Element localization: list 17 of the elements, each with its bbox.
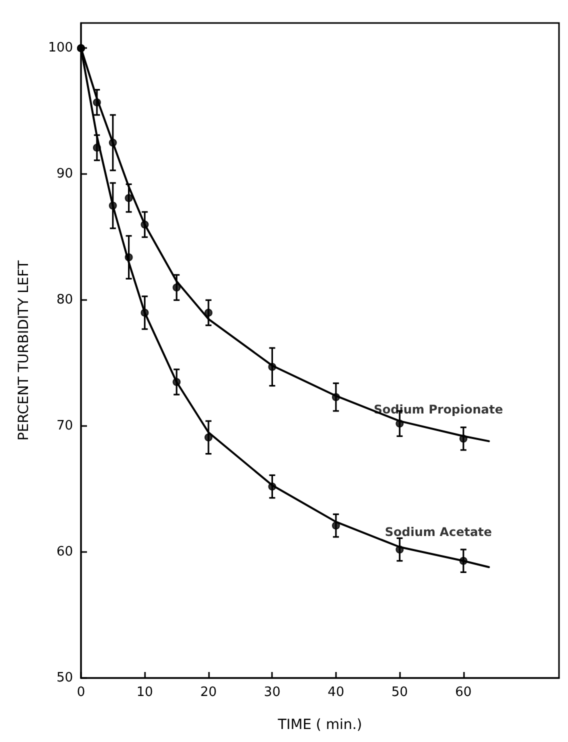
y-tick-label: 100 (48, 40, 73, 56)
x-tick-label: 10 (136, 685, 154, 700)
x-tick-label: 30 (264, 685, 280, 700)
x-tick-label: 20 (200, 685, 217, 700)
x-tick-label: 60 (455, 685, 472, 700)
y-tick-label: 80 (56, 292, 73, 308)
x-axis-title: TIME ( min.) (276, 717, 362, 733)
series-label: Sodium Propionate (374, 402, 504, 417)
y-axis-title: PERCENT TURBIDITY LEFT (16, 260, 32, 441)
y-tick-label: 70 (56, 418, 73, 434)
y-tick-label: 90 (56, 166, 73, 182)
x-tick-label: 0 (76, 685, 86, 700)
x-tick-label: 50 (391, 685, 408, 700)
y-tick-label: 60 (56, 544, 73, 560)
y-tick-label: 50 (56, 670, 73, 686)
series-label: Sodium Acetate (384, 524, 492, 539)
x-tick-label: 40 (328, 685, 344, 700)
